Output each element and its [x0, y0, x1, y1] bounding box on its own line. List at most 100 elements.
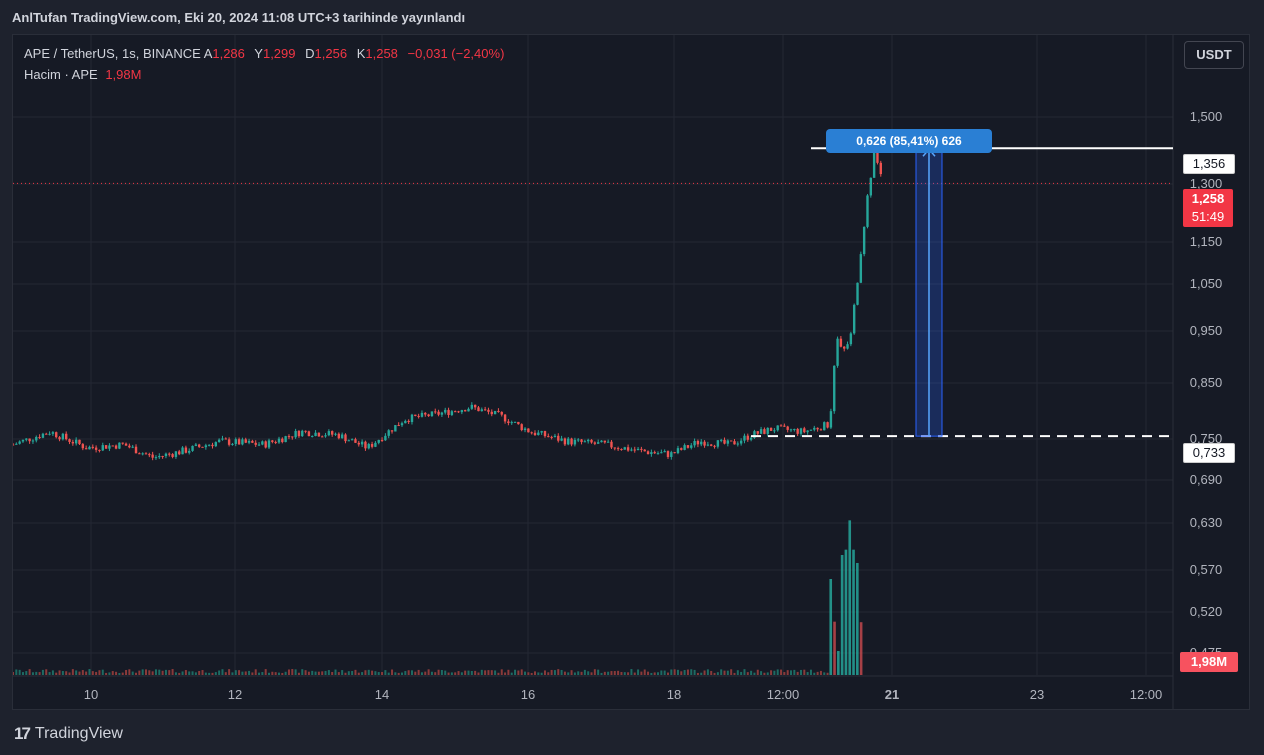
candle-body [25, 438, 28, 440]
candle-body [660, 452, 663, 454]
candle-body [124, 443, 128, 446]
candle-body [809, 429, 813, 431]
measure-label: 0,626 (85,41%) 626 [826, 129, 992, 153]
candle-body [470, 404, 474, 409]
volume-bar [799, 669, 802, 675]
time-tick-label: 14 [375, 687, 389, 702]
volume-bar [15, 669, 18, 675]
candle-body [573, 439, 577, 445]
candle-body [606, 441, 610, 443]
candle-body [533, 432, 537, 436]
candle-body [94, 447, 98, 450]
volume-bar [13, 672, 14, 675]
candle-body [58, 437, 61, 440]
volume-bar [128, 669, 131, 675]
volume-bar [783, 672, 786, 675]
volume-bar [510, 672, 513, 675]
candle-body [726, 440, 730, 444]
candle-body [347, 440, 351, 442]
volume-bar [733, 672, 736, 675]
volume-value: 1,98M [105, 67, 142, 82]
volume-bar [790, 670, 793, 675]
candle-body [487, 409, 490, 412]
candle-body [55, 432, 58, 438]
volume-bar [61, 671, 64, 675]
candle-body [796, 428, 799, 434]
candle-body [537, 432, 540, 436]
volume-bar [218, 670, 221, 675]
candle-body [590, 439, 593, 443]
candle-body [314, 432, 317, 437]
symbol-name[interactable]: APE / TetherUS, 1s, BINANCE [24, 46, 201, 61]
volume-bar [447, 672, 450, 675]
volume-bar [706, 669, 709, 675]
volume-bar [547, 672, 550, 675]
candle-body [291, 436, 294, 438]
chart-area[interactable]: 1,500 1,300 1,150 1,050 0,950 0,850 0,750 0,690… [12, 34, 1250, 710]
volume-spike-bar [852, 549, 855, 675]
candle-body [467, 408, 470, 412]
candle-body [237, 439, 241, 445]
volume-label[interactable]: Hacim · APE [24, 67, 98, 82]
volume-bar [81, 670, 84, 675]
candle-body [81, 444, 85, 449]
candle-body [161, 456, 164, 458]
volume-bar [500, 669, 503, 675]
candle-body [596, 442, 600, 444]
price-chart[interactable]: 1,500 1,300 1,150 1,050 0,950 0,850 0,750 0,690… [13, 35, 1249, 709]
low-value: 1,256 [314, 46, 348, 61]
candle-body [337, 433, 341, 439]
candle-body [184, 447, 188, 453]
candle-body [557, 435, 560, 441]
volume-bar [680, 671, 683, 675]
candle-body [410, 414, 414, 423]
volume-bar [534, 671, 536, 675]
candle-body [680, 448, 683, 450]
tradingview-logo[interactable]: 17 TradingView [14, 724, 123, 744]
candle-body [876, 150, 879, 163]
volume-bar [474, 670, 477, 675]
volume-bar [241, 671, 244, 675]
candle-body [74, 439, 78, 444]
candle-body [48, 433, 51, 435]
volume-bar [497, 672, 500, 675]
low-label: D [305, 46, 315, 61]
candle-body [673, 452, 676, 454]
volume-bar [563, 671, 566, 675]
open-label: A [203, 46, 213, 61]
volume-bar [367, 669, 370, 675]
candle-body [154, 457, 158, 459]
candle-body [547, 436, 550, 438]
volume-bar [490, 670, 493, 675]
volume-bar [85, 671, 88, 675]
candle-body [334, 433, 337, 435]
candle-body [736, 443, 740, 445]
candle-body [666, 451, 670, 457]
candle-body [766, 427, 769, 434]
candle-body [716, 440, 720, 447]
volume-bar [51, 670, 54, 675]
candle-body [636, 448, 640, 451]
volume-bar [158, 669, 161, 675]
volume-bar [583, 669, 586, 675]
candle-body [84, 448, 88, 450]
volume-bar [261, 672, 264, 675]
volume-bar [178, 672, 181, 675]
volume-bar [826, 672, 829, 675]
volume-bar [650, 672, 653, 675]
volume-bar [71, 669, 74, 675]
candle-body [826, 422, 829, 428]
candle-body [128, 445, 131, 448]
candle-body [700, 441, 703, 445]
candle-body [580, 439, 583, 443]
candle-body [434, 411, 437, 413]
volume-bar [647, 671, 650, 675]
currency-button[interactable]: USDT [1184, 41, 1244, 69]
candle-body [164, 453, 168, 457]
volume-bar [317, 671, 320, 675]
volume-bar [364, 670, 367, 675]
time-tick-label: 21 [885, 687, 899, 702]
volume-bar [231, 672, 234, 675]
volume-bar [234, 670, 237, 675]
volume-spike-bar [837, 651, 840, 675]
